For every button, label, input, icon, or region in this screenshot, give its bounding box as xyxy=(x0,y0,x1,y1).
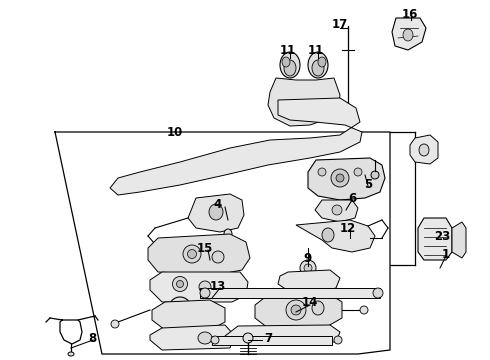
Polygon shape xyxy=(268,78,340,126)
Text: 10: 10 xyxy=(167,126,183,139)
Ellipse shape xyxy=(360,306,368,314)
Bar xyxy=(212,336,332,345)
Text: 6: 6 xyxy=(348,192,356,204)
Ellipse shape xyxy=(322,228,334,242)
Ellipse shape xyxy=(177,306,182,310)
Text: 9: 9 xyxy=(303,252,311,265)
Ellipse shape xyxy=(308,52,328,78)
Ellipse shape xyxy=(284,60,296,76)
Ellipse shape xyxy=(174,302,186,314)
Ellipse shape xyxy=(373,288,383,298)
Text: 12: 12 xyxy=(340,221,356,234)
Polygon shape xyxy=(110,98,362,195)
Text: 11: 11 xyxy=(308,44,324,57)
Bar xyxy=(200,288,380,298)
Text: 16: 16 xyxy=(402,8,418,21)
Text: 15: 15 xyxy=(197,242,213,255)
Ellipse shape xyxy=(354,168,362,176)
Ellipse shape xyxy=(243,333,253,343)
Ellipse shape xyxy=(169,297,191,319)
Polygon shape xyxy=(152,300,225,330)
Ellipse shape xyxy=(212,251,224,263)
Ellipse shape xyxy=(199,281,211,293)
Text: 8: 8 xyxy=(88,332,96,345)
Ellipse shape xyxy=(183,245,201,263)
Polygon shape xyxy=(225,325,340,344)
Text: 14: 14 xyxy=(302,297,318,310)
Text: 11: 11 xyxy=(280,44,296,57)
Ellipse shape xyxy=(312,60,324,76)
Polygon shape xyxy=(410,135,438,164)
Ellipse shape xyxy=(291,305,301,315)
Text: 17: 17 xyxy=(332,18,348,31)
Ellipse shape xyxy=(332,205,342,215)
Ellipse shape xyxy=(172,276,188,292)
Ellipse shape xyxy=(200,288,210,298)
Ellipse shape xyxy=(331,169,349,187)
Ellipse shape xyxy=(211,336,219,344)
Ellipse shape xyxy=(371,171,379,179)
Polygon shape xyxy=(418,218,452,260)
Ellipse shape xyxy=(224,229,232,239)
Ellipse shape xyxy=(188,249,196,258)
Ellipse shape xyxy=(68,352,74,356)
Polygon shape xyxy=(296,220,375,252)
Ellipse shape xyxy=(336,174,344,182)
Polygon shape xyxy=(392,18,426,50)
Polygon shape xyxy=(452,222,466,258)
Ellipse shape xyxy=(312,301,324,315)
Ellipse shape xyxy=(403,29,413,41)
Ellipse shape xyxy=(282,57,290,67)
Ellipse shape xyxy=(209,204,223,220)
Polygon shape xyxy=(278,270,340,292)
Polygon shape xyxy=(308,158,385,200)
Ellipse shape xyxy=(280,52,300,78)
Text: 23: 23 xyxy=(434,230,450,243)
Polygon shape xyxy=(148,234,250,275)
Text: 7: 7 xyxy=(264,332,272,345)
Ellipse shape xyxy=(419,144,429,156)
Ellipse shape xyxy=(176,280,183,288)
Text: 4: 4 xyxy=(214,198,222,211)
Ellipse shape xyxy=(111,320,119,328)
Polygon shape xyxy=(150,272,248,302)
Polygon shape xyxy=(150,325,234,350)
Polygon shape xyxy=(188,194,244,232)
Ellipse shape xyxy=(300,260,316,276)
Text: 5: 5 xyxy=(364,177,372,190)
Ellipse shape xyxy=(304,264,312,272)
Polygon shape xyxy=(315,200,358,222)
Ellipse shape xyxy=(286,300,306,320)
Text: 13: 13 xyxy=(210,279,226,292)
Text: 1: 1 xyxy=(442,248,450,261)
Ellipse shape xyxy=(334,336,342,344)
Polygon shape xyxy=(255,293,342,328)
Ellipse shape xyxy=(198,332,212,344)
Ellipse shape xyxy=(318,57,326,67)
Ellipse shape xyxy=(318,168,326,176)
